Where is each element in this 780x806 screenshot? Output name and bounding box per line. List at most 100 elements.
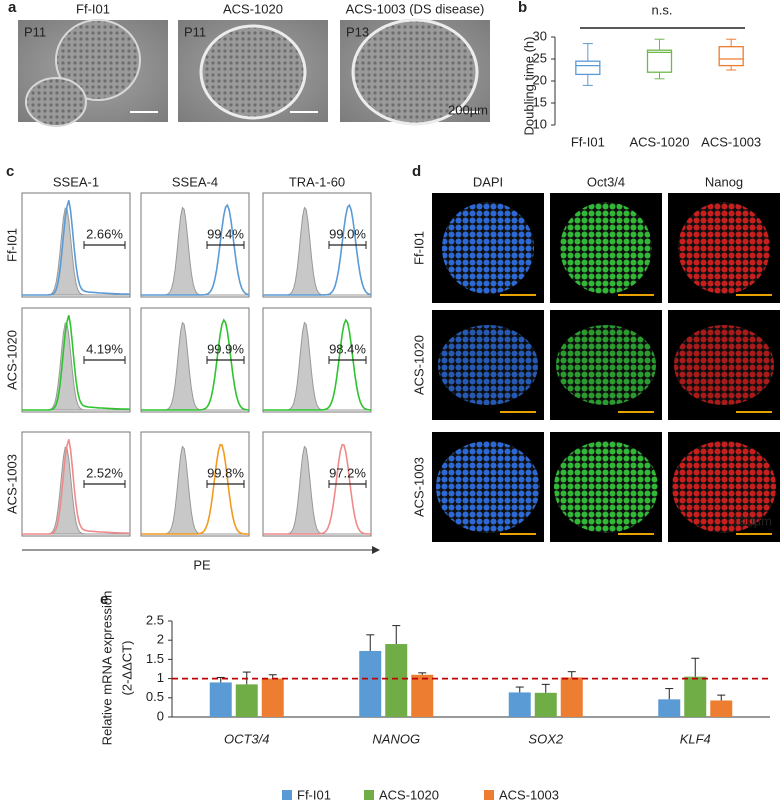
bar	[209, 682, 232, 717]
percent: 99.9%	[207, 341, 244, 356]
legend-swatch	[364, 790, 374, 800]
percent: 4.19%	[86, 341, 123, 356]
flow-row: ACS-1003	[4, 454, 19, 514]
colony	[55, 19, 141, 101]
percent: 99.4%	[207, 226, 244, 241]
y-tick-label: 2.5	[146, 612, 164, 627]
bar	[560, 677, 583, 717]
x-tick-label: OCT3/4	[224, 731, 270, 746]
scale-label: 100µm	[732, 513, 772, 528]
box	[646, 49, 673, 73]
pe-arrow	[372, 546, 380, 554]
bar	[684, 676, 707, 717]
flow-column: TRA-1-60	[289, 174, 345, 189]
bar	[710, 700, 733, 717]
bar	[658, 699, 681, 717]
x-tick-label: SOX2	[528, 731, 563, 746]
panel-label: b	[518, 0, 527, 16]
x-tick-label: NANOG	[372, 731, 420, 746]
colony-stain	[678, 202, 770, 294]
sample-histogram	[141, 203, 250, 296]
colony	[25, 77, 87, 127]
colony-stain	[554, 441, 658, 533]
annotation: n.s.	[652, 2, 673, 17]
panel-label: c	[6, 163, 14, 180]
colony-stain	[438, 325, 538, 405]
channel-label: Oct3/4	[587, 174, 625, 189]
y-tick-label: 1.5	[146, 651, 164, 666]
stain-row: ACS-1020	[411, 335, 426, 395]
legend-swatch	[484, 790, 494, 800]
box	[575, 60, 601, 76]
flow-column: SSEA-1	[53, 174, 99, 189]
colony-stain	[556, 325, 656, 405]
colony	[351, 18, 479, 126]
y-tick-label: 0.5	[146, 689, 164, 704]
sample-histogram	[263, 443, 371, 535]
colony-stain	[674, 325, 774, 405]
scale-label: 200µm	[448, 102, 488, 117]
colony-stain	[560, 202, 652, 294]
sample-histogram	[263, 203, 372, 296]
passage: P13	[346, 24, 369, 39]
sample-histogram	[22, 200, 130, 296]
sample-histogram	[22, 439, 130, 535]
channel-label: DAPI	[473, 174, 503, 189]
legend-label: Ff-I01	[297, 787, 331, 802]
bar	[261, 678, 284, 717]
percent: 97.2%	[329, 465, 366, 480]
legend-label: ACS-1020	[379, 787, 439, 802]
flow-row: Ff-I01	[4, 228, 19, 262]
colony-stain	[436, 441, 540, 533]
pe-label: PE	[193, 557, 211, 572]
y-tick-label: 1	[157, 670, 164, 685]
x-tick-label: ACS-1020	[630, 134, 690, 149]
y-tick-label: 15	[533, 94, 547, 109]
x-tick-label: KLF4	[680, 731, 711, 746]
bar	[534, 692, 557, 717]
flow-frame	[262, 307, 372, 413]
percent: 2.66%	[86, 226, 123, 241]
panel-label: a	[8, 0, 17, 16]
y-axis-label: Doubling time (h)	[521, 37, 536, 136]
stain-row: Ff-I01	[411, 231, 426, 265]
x-tick-label: Ff-I01	[571, 134, 605, 149]
percent: 98.4%	[329, 341, 366, 356]
colony-stain	[442, 202, 534, 294]
percent: 99.0%	[329, 226, 366, 241]
bar	[359, 650, 382, 717]
channel-label: Nanog	[705, 174, 743, 189]
panel-label: e	[100, 591, 108, 608]
colony	[199, 24, 307, 120]
flow-frame	[21, 307, 131, 413]
bar	[411, 674, 434, 717]
percent: 99.8%	[207, 465, 244, 480]
percent: 2.52%	[86, 465, 123, 480]
passage: P11	[24, 24, 46, 39]
legend-label: ACS-1003	[499, 787, 559, 802]
sample-histogram	[22, 315, 130, 411]
stain-row: ACS-1003	[411, 457, 426, 517]
bar	[508, 692, 531, 717]
passage: P11	[184, 24, 206, 39]
x-tick-label: ACS-1003	[701, 134, 761, 149]
y-tick-label: 10	[533, 116, 547, 131]
y-tick-label: 0	[157, 708, 164, 723]
flow-column: SSEA-4	[172, 174, 218, 189]
y-tick-label: 20	[533, 72, 547, 87]
y-axis-label: (2-ΔΔCT)	[119, 641, 134, 696]
y-tick-label: 30	[533, 28, 547, 43]
sample-histogram	[141, 443, 249, 535]
panel-label: d	[412, 163, 421, 180]
image-title: ACS-1020	[223, 1, 283, 16]
bar	[385, 644, 408, 717]
legend-swatch	[282, 790, 292, 800]
y-tick-label: 25	[533, 50, 547, 65]
colony-stain	[672, 441, 776, 533]
flow-row: ACS-1020	[4, 330, 19, 390]
image-title: Ff-I01	[76, 1, 110, 16]
box	[718, 46, 744, 67]
bar	[235, 684, 258, 717]
y-tick-label: 2	[157, 632, 164, 647]
